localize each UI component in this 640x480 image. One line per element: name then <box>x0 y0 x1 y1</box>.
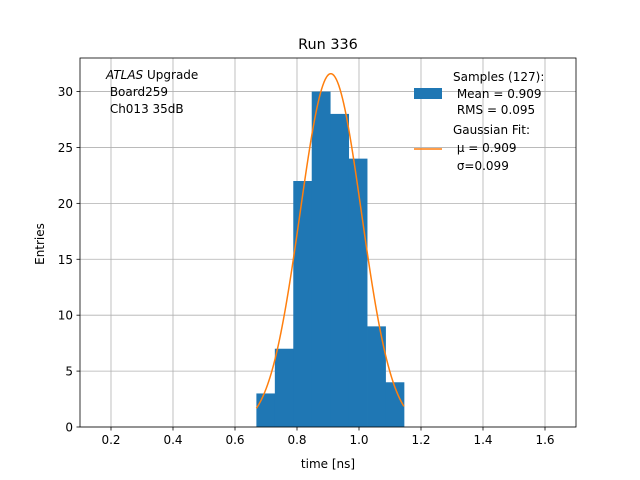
histogram-bar <box>385 382 405 427</box>
annotation-atlas-italic: ATLAS <box>105 68 144 82</box>
y-tick-label: 10 <box>58 309 73 323</box>
chart-title: Run 336 <box>298 37 358 53</box>
axes-spine <box>79 57 577 428</box>
legend-samples-mean: Mean = 0.909 <box>453 87 542 101</box>
x-tick-label: 0.4 <box>163 433 182 447</box>
y-tick-label: 0 <box>65 421 73 435</box>
legend-samples-title: Samples (127): <box>453 70 544 84</box>
legend-fit-title: Gaussian Fit: <box>453 123 530 137</box>
annotation-board: Board259 <box>106 85 168 99</box>
histogram-bar <box>330 113 350 427</box>
gaussian-fit-curve <box>255 72 405 409</box>
legend-samples-rms: RMS = 0.095 <box>453 103 535 117</box>
histogram-bar <box>293 181 313 427</box>
annotation-channel: Ch013 35dB <box>106 102 184 116</box>
histogram-bar <box>311 91 331 427</box>
histogram-bar <box>256 393 276 427</box>
y-tick-label: 15 <box>58 253 73 267</box>
annotation-upgrade: Upgrade <box>143 68 198 82</box>
histogram-bar <box>274 348 294 427</box>
y-axis-ticks: 0 5 10 15 20 25 30 <box>58 85 80 435</box>
x-axis-ticks: 0.2 0.4 0.6 0.8 1.0 1.2 1.4 1.6 <box>101 427 555 447</box>
y-axis-label: Entries <box>33 223 47 265</box>
x-tick-label: 0.6 <box>225 433 244 447</box>
x-tick-label: 1.4 <box>473 433 492 447</box>
y-tick-label: 30 <box>58 85 73 99</box>
legend-fit-mu: μ = 0.909 <box>453 141 517 155</box>
histogram-bar <box>367 326 386 427</box>
x-tick-label: 0.8 <box>287 433 306 447</box>
y-tick-label: 25 <box>58 141 73 155</box>
fit-line <box>255 72 405 409</box>
x-tick-label: 1.6 <box>535 433 554 447</box>
legend-fit-sigma: σ=0.099 <box>453 159 509 173</box>
legend-samples-swatch <box>414 88 442 99</box>
x-tick-label: 1.0 <box>349 433 368 447</box>
y-tick-label: 5 <box>65 365 73 379</box>
legend: Samples (127): Mean = 0.909 RMS = 0.095 … <box>414 70 544 173</box>
atlas-annotation: ATLAS Upgrade Board259 Ch013 35dB <box>105 68 198 116</box>
histogram-bar <box>348 158 368 428</box>
x-axis-label: time [ns] <box>301 457 355 471</box>
y-tick-label: 20 <box>58 197 73 211</box>
annotation-line-1: ATLAS Upgrade <box>105 68 198 82</box>
x-tick-label: 1.2 <box>411 433 430 447</box>
x-tick-label: 0.2 <box>101 433 120 447</box>
plot-frame <box>79 57 577 428</box>
